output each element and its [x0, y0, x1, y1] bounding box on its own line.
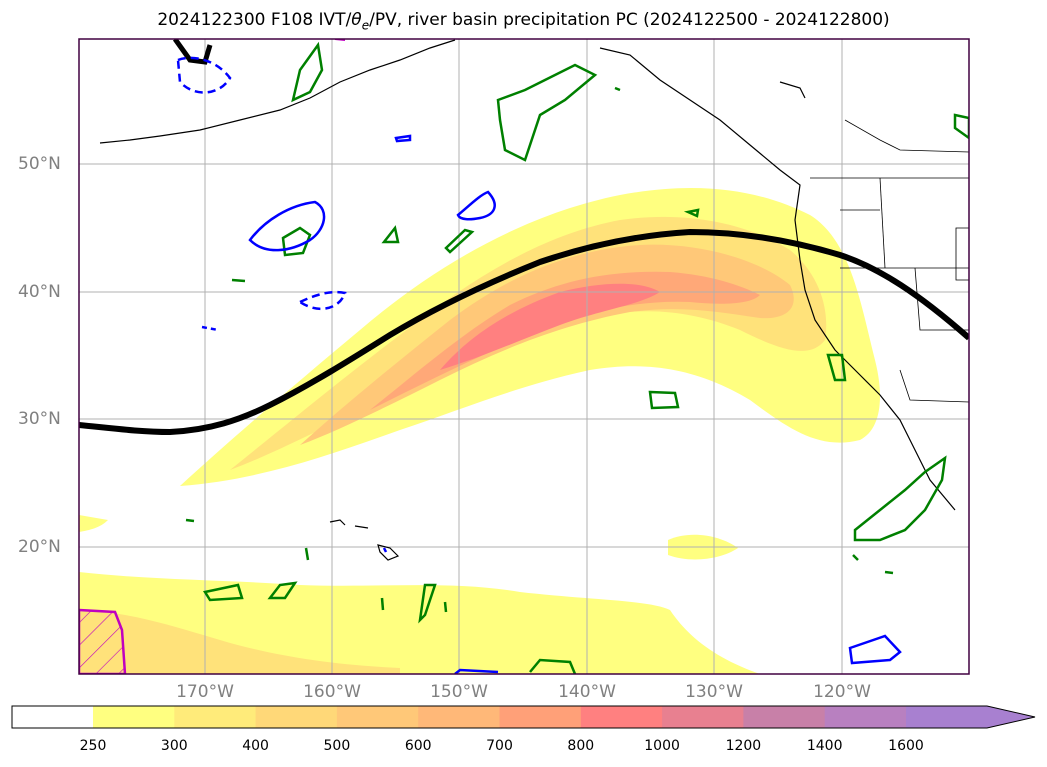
colorbar-label-600: 600	[404, 738, 432, 754]
colorbar-bin-0	[93, 706, 175, 728]
lat-label-30n: 30°N	[18, 409, 61, 429]
lon-label-160w: 160°W	[303, 682, 361, 702]
colorbar-bin-1	[174, 706, 257, 728]
figure-title: 2024122300 F108 IVT/θe/PV, river basin p…	[157, 10, 890, 33]
lon-label-150w: 150°W	[430, 682, 488, 702]
colorbar-bin-5	[499, 706, 582, 728]
colorbar-extend-arrow	[987, 706, 1035, 728]
coastlines	[99, 39, 969, 561]
colorbar-label-500: 500	[323, 738, 351, 754]
colorbar-label-250: 250	[79, 738, 107, 754]
colorbar-label-1600: 1600	[888, 738, 924, 754]
precip-contours	[185, 41, 969, 674]
lat-label-50n: 50°N	[18, 154, 61, 174]
colorbar-label-1400: 1400	[806, 738, 843, 754]
colorbar-bin-4	[418, 706, 500, 728]
colorbar-outline	[11, 705, 1036, 729]
lon-label-170w: 170°W	[176, 682, 234, 702]
colorbar-label-1000: 1000	[644, 738, 680, 754]
lon-label-130w: 130°W	[685, 682, 743, 702]
pv-region	[79, 608, 127, 674]
colorbar-bin-7	[662, 706, 744, 728]
lat-label-20n: 20°N	[18, 537, 61, 557]
theta-e-contour	[79, 228, 969, 436]
colorbar-label-1200: 1200	[725, 738, 762, 754]
map-border	[78, 38, 970, 675]
colorbar-label-300: 300	[160, 738, 188, 754]
colorbar-bin-10	[906, 706, 987, 728]
blue-contours	[176, 56, 902, 674]
lon-label-140w: 140°W	[558, 682, 616, 702]
colorbar-under	[12, 706, 93, 728]
lon-label-120w: 120°W	[813, 682, 871, 702]
colorbar-bin-6	[580, 706, 663, 728]
colorbar-label-700: 700	[486, 738, 513, 754]
colorbar-bin-8	[743, 706, 826, 728]
colorbar-label-800: 800	[567, 738, 595, 754]
ivt-shading	[79, 187, 880, 674]
colorbar-bin-9	[824, 706, 907, 728]
colorbar-bin-2	[255, 706, 338, 728]
colorbar-label-400: 400	[242, 738, 269, 754]
colorbar-bin-3	[336, 706, 419, 728]
lat-label-40n: 40°N	[18, 282, 61, 302]
